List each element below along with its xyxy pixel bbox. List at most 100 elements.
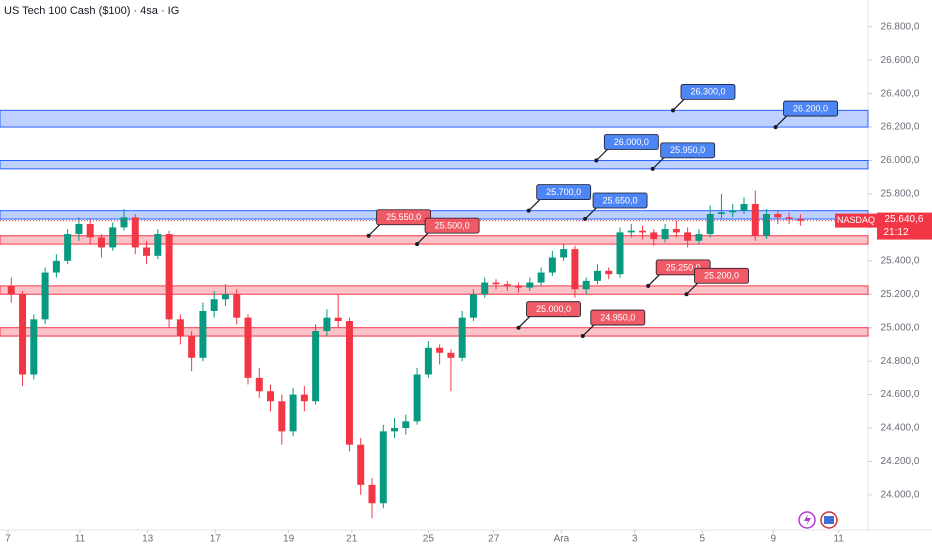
candle-body [131,217,139,248]
x-tick-label: 5 [700,534,706,545]
candle-body [616,232,624,275]
callout-box [694,267,749,284]
candle-body [706,214,714,235]
candle-body [199,310,207,358]
y-tick-label: 24.200,0 [881,456,920,467]
candle-body [582,280,590,290]
callout-line [647,273,661,287]
callout-box [603,134,659,150]
candle-body [560,249,568,258]
callout-label: 25.200,0 [704,271,739,281]
callout-point [684,292,689,297]
candle-body [661,229,669,240]
axes: 24.000,0 24.200,0 24.400,0 24.600,0 24.800,0… [5,21,920,544]
y-tick-label: 25.800,0 [881,189,920,200]
zone [0,285,869,295]
callout-line [775,114,788,128]
x-tick-label: 3 [632,534,638,545]
candle-body [684,232,692,241]
y-tick-label: 26.400,0 [881,88,920,99]
candle-body [109,227,117,248]
callout-box [783,100,838,117]
callout-point [366,233,371,238]
chart-title: US Tech 100 Cash ($100) · 4sa · IG [4,5,179,17]
callout-box [660,142,716,159]
candle-body [796,219,804,221]
symbol-tag [835,213,877,228]
candle-body [672,229,680,233]
countdown-label: 21:12 [883,227,908,238]
candle-body [312,331,320,402]
candle-body [447,352,455,358]
x-tick-label: 11 [75,534,86,545]
callout-label: 25.700,0 [546,187,581,197]
callout-label: 25.000,0 [536,304,571,314]
candle-body [7,285,15,295]
candle-body [221,294,229,300]
y-tick-label: 25.400,0 [881,255,920,266]
candle-body [424,347,432,375]
y-tick-label: 24.400,0 [881,423,920,434]
callout-line [368,223,382,237]
candle-body [143,247,151,256]
y-tick-label: 26.000,0 [881,155,920,166]
x-tick-label: 11 [833,534,844,545]
callout-point [583,217,588,222]
zone [0,327,869,337]
candle-body [436,347,444,353]
candle-body [785,217,793,220]
candles [7,190,804,519]
candle-body [729,210,737,213]
callout-label: 26.200,0 [793,103,828,113]
callout-label: 26.300,0 [690,87,725,97]
y-tick-label: 24.000,0 [881,490,920,501]
callout-box [424,217,480,234]
candle-body [255,377,263,392]
callout-point [594,158,599,163]
y-tick-label: 26.200,0 [881,122,920,133]
candle-body [289,394,297,432]
icons [798,511,838,529]
x-tick-label: 27 [488,534,500,545]
callout-line [686,281,699,295]
candle-body [740,203,748,211]
candle-body [763,214,771,236]
callout-box [536,184,592,201]
candle-body [639,230,647,233]
callout-point [415,242,420,247]
x-tick-label: 9 [771,534,777,545]
candle-body [244,317,252,378]
y-tick-label: 25.000,0 [881,322,920,333]
candle-body [154,234,162,256]
candle-body [176,319,184,337]
zone [0,235,869,245]
candle-body [357,444,365,485]
callout-point [773,125,778,130]
candle-body [548,257,556,273]
zone [0,109,869,128]
callout-box [590,309,646,326]
candle-body [515,285,523,288]
callout-label: 26.000,0 [614,137,649,147]
candle-body [210,299,218,311]
price-label: 25.640,6 [885,214,924,225]
candle-body [233,294,241,318]
price-tag [877,212,932,240]
x-tick-label: 13 [142,534,154,545]
candle-body [30,319,38,375]
candle-body [774,214,782,218]
callout-line [584,206,598,220]
candle-body [413,374,421,422]
y-tick-label: 25.200,0 [881,289,920,300]
candle-body [571,249,579,290]
candle-body [481,282,489,295]
callout-label: 25.950,0 [670,145,705,155]
candle-body [345,321,353,445]
candle-body [695,234,703,241]
callout-point [580,334,585,339]
candle-body [52,260,60,273]
candle-body [267,391,275,402]
candle-body [86,224,94,238]
candle-body [334,317,342,322]
